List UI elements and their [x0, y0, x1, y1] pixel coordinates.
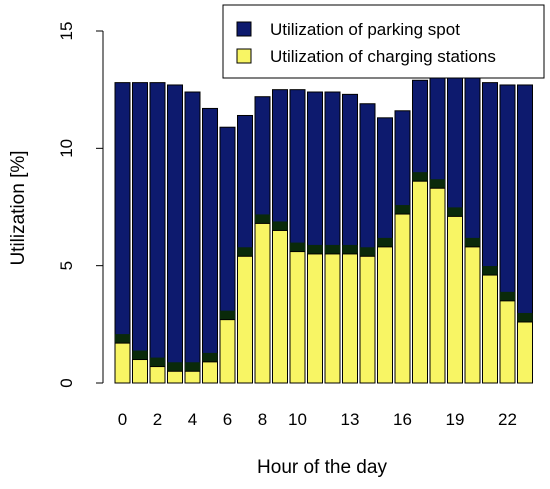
parking-bar-band	[255, 214, 270, 224]
parking-bar-band	[447, 207, 463, 217]
charging-bar	[254, 222, 271, 384]
charging-bar	[149, 366, 166, 384]
charging-bar	[114, 342, 131, 384]
y-axis: 0 5 10 15	[57, 22, 104, 388]
x-tick-label: 22	[498, 410, 517, 429]
parking-bar-band	[395, 205, 410, 215]
charging-bar	[342, 253, 358, 384]
charging-bar	[394, 213, 411, 384]
parking-bar	[132, 82, 148, 384]
x-tick-label: 0	[118, 410, 127, 429]
charging-bar	[412, 180, 428, 384]
parking-bar-band	[115, 334, 130, 344]
parking-bar-band	[185, 362, 200, 372]
legend-swatch-parking	[236, 21, 252, 37]
parking-bar-band	[360, 247, 375, 257]
parking-bar-band	[342, 244, 358, 254]
y-tick-label: 5	[57, 261, 76, 270]
charging-bar	[202, 361, 218, 384]
legend-label-charging: Utilization of charging stations	[270, 47, 496, 66]
x-tick-label: 8	[258, 410, 267, 429]
parking-bar-band	[517, 312, 533, 322]
parking-bar-band	[430, 179, 445, 189]
parking-bar-band	[325, 244, 340, 254]
parking-bar-band	[290, 242, 305, 252]
parking-bar-band	[132, 350, 148, 360]
y-axis-label: Utilization [%]	[8, 150, 29, 265]
bars	[114, 70, 533, 384]
legend-label-parking: Utilization of parking spot	[270, 20, 460, 39]
x-axis-ticks: 0 2 4 6 8 10 13 16 19 22	[118, 410, 517, 429]
parking-bar-band	[412, 172, 428, 182]
parking-bar-band	[220, 310, 235, 320]
charging-bar	[324, 253, 341, 384]
legend-box	[222, 4, 545, 79]
legend: Utilization of parking spot Utilization …	[222, 4, 545, 79]
charging-bar	[464, 246, 481, 384]
parking-bar	[167, 84, 183, 384]
legend-swatch-charging	[236, 48, 252, 64]
x-tick-label: 19	[446, 410, 465, 429]
parking-bar	[202, 107, 218, 384]
parking-bar-band	[377, 237, 393, 247]
parking-bar	[149, 82, 166, 384]
parking-bar-band	[272, 221, 288, 231]
y-tick-label: 0	[57, 378, 76, 387]
charging-bar	[517, 321, 533, 384]
x-tick-label: 6	[223, 410, 232, 429]
x-tick-label: 16	[393, 410, 412, 429]
charging-bar	[359, 255, 376, 384]
x-tick-label: 2	[153, 410, 162, 429]
charging-bar	[272, 229, 288, 384]
y-tick-label: 15	[57, 22, 76, 41]
charging-bar	[237, 255, 253, 384]
charging-bar	[429, 187, 446, 384]
parking-bar	[184, 91, 201, 384]
parking-bar-band	[167, 362, 183, 372]
charging-bar	[447, 215, 463, 384]
parking-bar-band	[465, 237, 480, 247]
y-tick-label: 10	[57, 139, 76, 158]
parking-bar-band	[307, 244, 323, 254]
parking-bar-band	[202, 352, 218, 362]
charging-bar	[132, 359, 148, 384]
charging-bar	[184, 370, 201, 384]
parking-bar-band	[500, 291, 515, 301]
charging-bar	[499, 300, 516, 384]
charging-bar	[482, 274, 498, 384]
parking-bar-band	[150, 357, 165, 367]
charging-bar	[307, 253, 323, 384]
parking-bar-band	[237, 247, 253, 257]
x-tick-label: 13	[341, 410, 360, 429]
x-tick-label: 4	[188, 410, 197, 429]
charging-bar	[219, 319, 236, 384]
charging-bar	[289, 251, 306, 384]
charging-bar	[167, 370, 183, 384]
parking-bar-band	[482, 266, 498, 276]
x-tick-label: 10	[288, 410, 307, 429]
x-axis-label: Hour of the day	[257, 457, 387, 478]
charging-bar	[377, 246, 393, 384]
